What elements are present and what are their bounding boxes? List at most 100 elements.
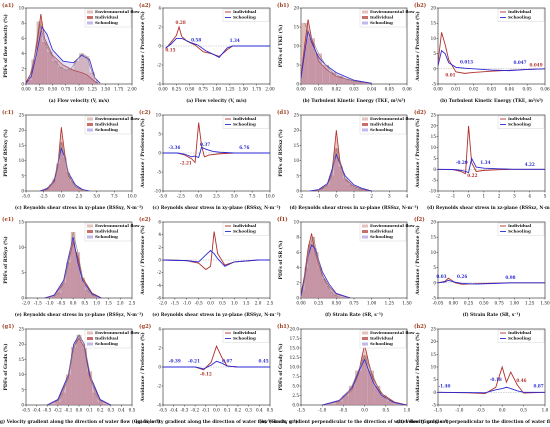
y-tick-label: 5: [433, 265, 436, 270]
legend-box: [84, 329, 132, 349]
legend-swatch: [362, 128, 368, 132]
x-tick-label: -0.5: [477, 408, 485, 413]
x-tick-label: 0.5: [382, 408, 389, 413]
legend-label: Environmental flow: [95, 330, 140, 335]
legend-swatch: [87, 117, 93, 121]
annotation-label: -0.39: [169, 358, 181, 363]
x-tick-label: -2: [436, 194, 440, 199]
legend-box: [497, 8, 545, 22]
x-tick-label: -0.5: [22, 408, 30, 413]
x-tick-label: 0.5: [520, 408, 527, 413]
x-tick-label: 1.00: [212, 87, 222, 92]
x-tick-label: -0.2: [54, 408, 62, 413]
legend-label: Individual: [233, 330, 257, 335]
x-tick-label: 1.25: [225, 87, 235, 92]
x-tick-label: 1.0: [231, 301, 238, 306]
x-tick-label: 0.04: [505, 87, 515, 92]
y-tick-label: 0: [21, 82, 24, 87]
plot-area: [163, 25, 270, 58]
legend-label: Schooling: [370, 20, 393, 25]
y-tick-label: 10: [431, 365, 437, 370]
legend-label: Individual: [95, 122, 119, 127]
plot-area: [438, 125, 545, 175]
panel-label: (c2): [139, 109, 151, 116]
density-area: [301, 244, 351, 298]
y-axis-label: Avoidance / Preference (%): [414, 225, 421, 295]
x-tick-label: -2.0: [159, 301, 167, 306]
y-tick-label: 5: [158, 132, 161, 137]
density-area: [309, 154, 372, 191]
x-tick-label: -1: [317, 194, 321, 199]
y-tick-label: 10: [294, 220, 300, 225]
plot-area: [26, 14, 101, 84]
legend-box: [497, 115, 545, 129]
y-tick-label: 0: [296, 189, 299, 194]
y-tick-label: 20: [294, 128, 300, 133]
y-tick-label: 4: [158, 6, 161, 11]
legend-label: Schooling: [95, 234, 118, 239]
y-tick-label: 25: [431, 113, 437, 118]
x-tick-label: 1.50: [402, 301, 412, 306]
x-tick-label: 1.0: [93, 301, 100, 306]
y-axis-label: Avoidance / Preference (%): [414, 118, 421, 188]
density-area: [44, 237, 102, 298]
x-tick-label: 0.4: [256, 408, 263, 413]
panel-label: (f1): [277, 216, 288, 223]
x-tick-label: 2.5: [129, 301, 136, 306]
x-tick-label: -2.0: [22, 301, 30, 306]
density-area: [301, 233, 351, 298]
y-axis-label: PDFs of TKE (%): [277, 25, 284, 68]
annotation-label: -2.21: [180, 160, 192, 165]
annotation-label: 4.22: [525, 162, 535, 167]
y-tick-label: 4: [296, 265, 299, 270]
plot-area: [322, 344, 407, 405]
x-tick-label: 0.06: [540, 87, 550, 92]
histogram-bar: [360, 190, 365, 191]
annotation-label: 0.07: [222, 358, 232, 363]
x-tick-label: 10.0: [265, 194, 275, 199]
annotation-label: 1.34: [480, 160, 490, 165]
x-tick-label: 0.02: [469, 87, 479, 92]
y-tick-label: 5: [433, 51, 436, 56]
x-tick-label: 0.2: [97, 408, 104, 413]
x-tick-label: -2.5: [40, 194, 48, 199]
legend-swatch: [87, 21, 93, 25]
plot-area: [301, 19, 372, 84]
panel-label: (b2): [414, 2, 426, 9]
x-tick-label: -0.3: [180, 408, 188, 413]
x-tick-label: 0.03: [487, 87, 497, 92]
density-area: [322, 359, 407, 405]
density-line: [47, 337, 111, 405]
legend-label: Environmental flow: [95, 223, 140, 228]
x-tick-label: -1.5: [171, 301, 179, 306]
x-tick-label: -0.2: [191, 408, 199, 413]
y-axis-label: PDFs of flow velocity (%): [2, 14, 9, 78]
x-tick-label: -1.5: [297, 408, 305, 413]
y-tick-label: 20: [431, 123, 437, 128]
y-tick-label: 0: [296, 82, 299, 87]
x-tick-label: 0.25: [314, 301, 324, 306]
x-tick-label: -1.5: [434, 408, 442, 413]
x-tick-label: 0.3: [245, 408, 252, 413]
x-tick-label: 5: [544, 194, 547, 199]
x-tick-label: 1.00: [74, 87, 84, 92]
legend-box: [222, 329, 270, 343]
panel-a1: (a1) PDFs of flow velocity (%) (a) Flow ve…: [2, 2, 140, 104]
x-tick-label: 0.0: [58, 194, 65, 199]
x-tick-label: 1: [483, 194, 486, 199]
annotation-label: -1.40: [438, 383, 450, 388]
y-tick-label: -5: [432, 403, 436, 408]
y-tick-label: 4: [21, 51, 24, 56]
legend-swatch: [87, 337, 93, 340]
panel-a2: (a2) Avoidance / Preference (%) (a) Flow v…: [139, 2, 275, 104]
panel-g1: (g1) PDFs of Gradx (%) (g) Velocity gradie…: [0, 323, 160, 425]
y-tick-label: 15: [431, 235, 437, 240]
x-tick-label: 0.06: [402, 87, 412, 92]
x-tick-label: 4: [528, 194, 531, 199]
legend-box: [497, 329, 545, 343]
panel-label: (b1): [277, 2, 289, 9]
